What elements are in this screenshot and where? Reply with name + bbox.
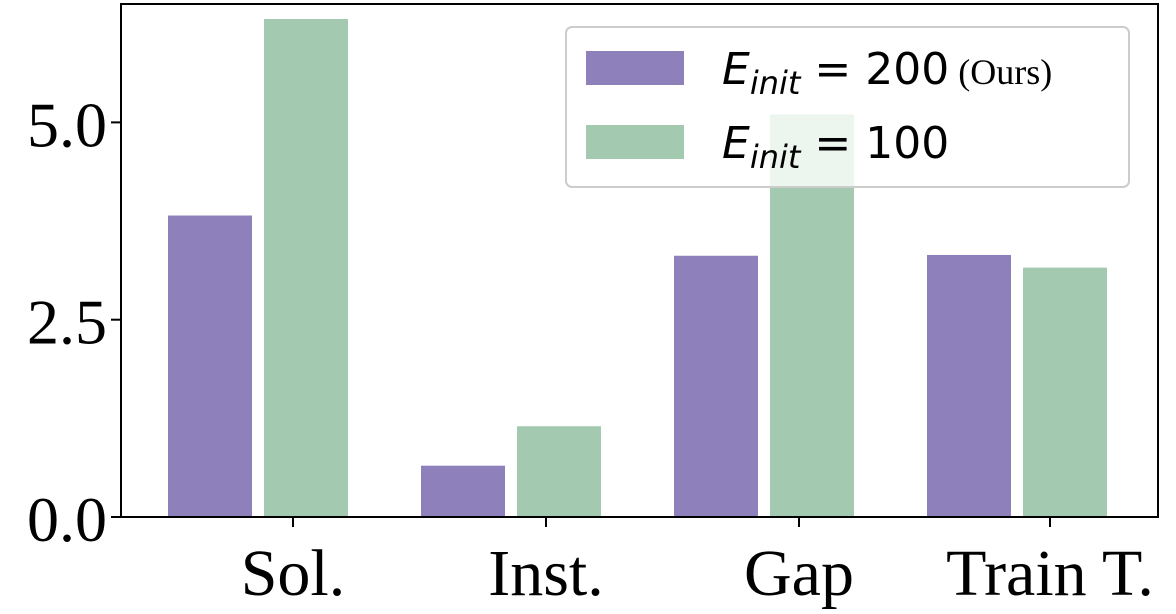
x-tick-label: Train T. xyxy=(946,537,1154,610)
bar-einit-100-sol xyxy=(264,18,348,517)
bar-einit-200-gap xyxy=(674,255,758,517)
x-tick-label: Sol. xyxy=(241,537,346,610)
y-axis: 0.0 2.5 5.0 xyxy=(27,89,121,555)
bar-einit-200-train-t xyxy=(927,254,1011,517)
x-tick-label: Gap xyxy=(744,537,854,610)
axes-frame xyxy=(120,3,1159,518)
bar-einit-200-sol xyxy=(168,215,252,517)
legend-swatch xyxy=(586,125,684,159)
legend-box xyxy=(565,26,1130,188)
bars-layer xyxy=(168,18,1107,517)
x-axis: Sol. Inst. Gap Train T. xyxy=(241,517,1154,610)
legend-label: Einit = 100 xyxy=(722,118,949,176)
bar-einit-100-train-t xyxy=(1023,267,1107,517)
y-tick-label: 2.5 xyxy=(27,287,107,358)
bar-einit-200-inst xyxy=(421,465,505,517)
legend-label: Einit = 200 (Ours) xyxy=(722,44,1052,102)
y-tick-label: 0.0 xyxy=(27,484,107,555)
y-tick-label: 5.0 xyxy=(27,89,107,160)
legend: Einit = 200 (Ours) Einit = 100 xyxy=(565,26,1130,188)
x-tick-label: Inst. xyxy=(488,537,604,610)
bar-einit-100-inst xyxy=(517,426,601,517)
legend-swatch xyxy=(586,51,684,85)
